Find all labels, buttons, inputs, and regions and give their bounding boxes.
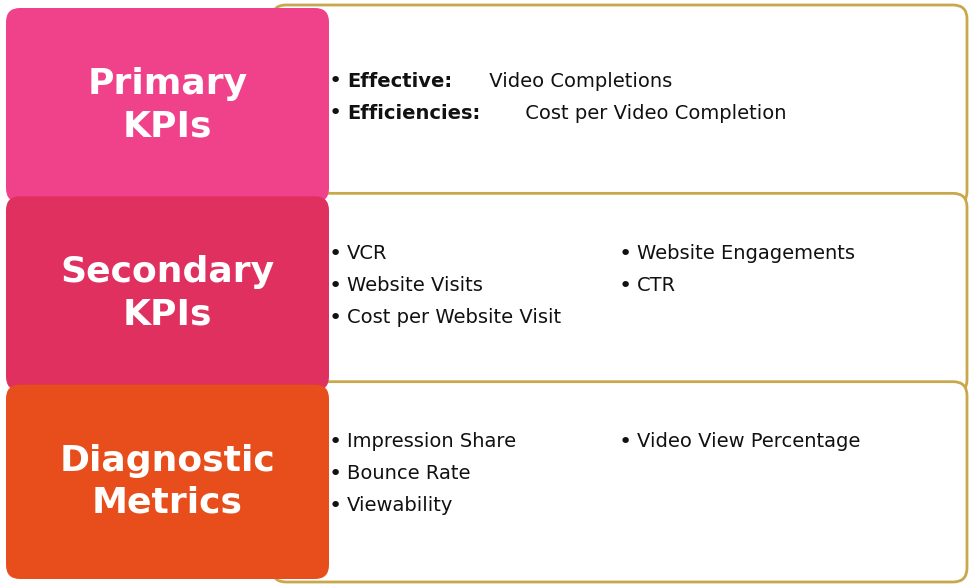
FancyBboxPatch shape xyxy=(6,196,329,391)
Text: •: • xyxy=(619,432,632,452)
FancyBboxPatch shape xyxy=(272,193,967,394)
Text: Effective:: Effective: xyxy=(347,72,452,90)
FancyBboxPatch shape xyxy=(272,382,967,582)
Text: •: • xyxy=(329,71,342,91)
Text: •: • xyxy=(619,244,632,264)
Text: VCR: VCR xyxy=(347,244,388,263)
FancyBboxPatch shape xyxy=(6,384,329,579)
Text: Primary
KPIs: Primary KPIs xyxy=(88,67,247,143)
Text: •: • xyxy=(329,464,342,484)
Text: Video Completions: Video Completions xyxy=(483,72,672,90)
Text: Viewability: Viewability xyxy=(347,497,453,515)
Text: Website Visits: Website Visits xyxy=(347,276,483,295)
Text: •: • xyxy=(329,244,342,264)
Text: Cost per Website Visit: Cost per Website Visit xyxy=(347,308,561,327)
Text: Impression Share: Impression Share xyxy=(347,433,516,451)
Text: •: • xyxy=(329,496,342,516)
FancyBboxPatch shape xyxy=(6,8,329,203)
Text: Video View Percentage: Video View Percentage xyxy=(637,433,860,451)
Text: Bounce Rate: Bounce Rate xyxy=(347,464,470,483)
Text: Cost per Video Completion: Cost per Video Completion xyxy=(519,104,786,123)
Text: Diagnostic
Metrics: Diagnostic Metrics xyxy=(59,444,276,520)
Text: •: • xyxy=(329,308,342,328)
Text: Secondary
KPIs: Secondary KPIs xyxy=(60,255,275,332)
Text: •: • xyxy=(329,103,342,123)
Text: CTR: CTR xyxy=(637,276,676,295)
Text: Efficiencies:: Efficiencies: xyxy=(347,104,480,123)
Text: Website Engagements: Website Engagements xyxy=(637,244,855,263)
FancyBboxPatch shape xyxy=(272,5,967,205)
Text: •: • xyxy=(329,275,342,295)
Text: •: • xyxy=(619,275,632,295)
Text: •: • xyxy=(329,432,342,452)
